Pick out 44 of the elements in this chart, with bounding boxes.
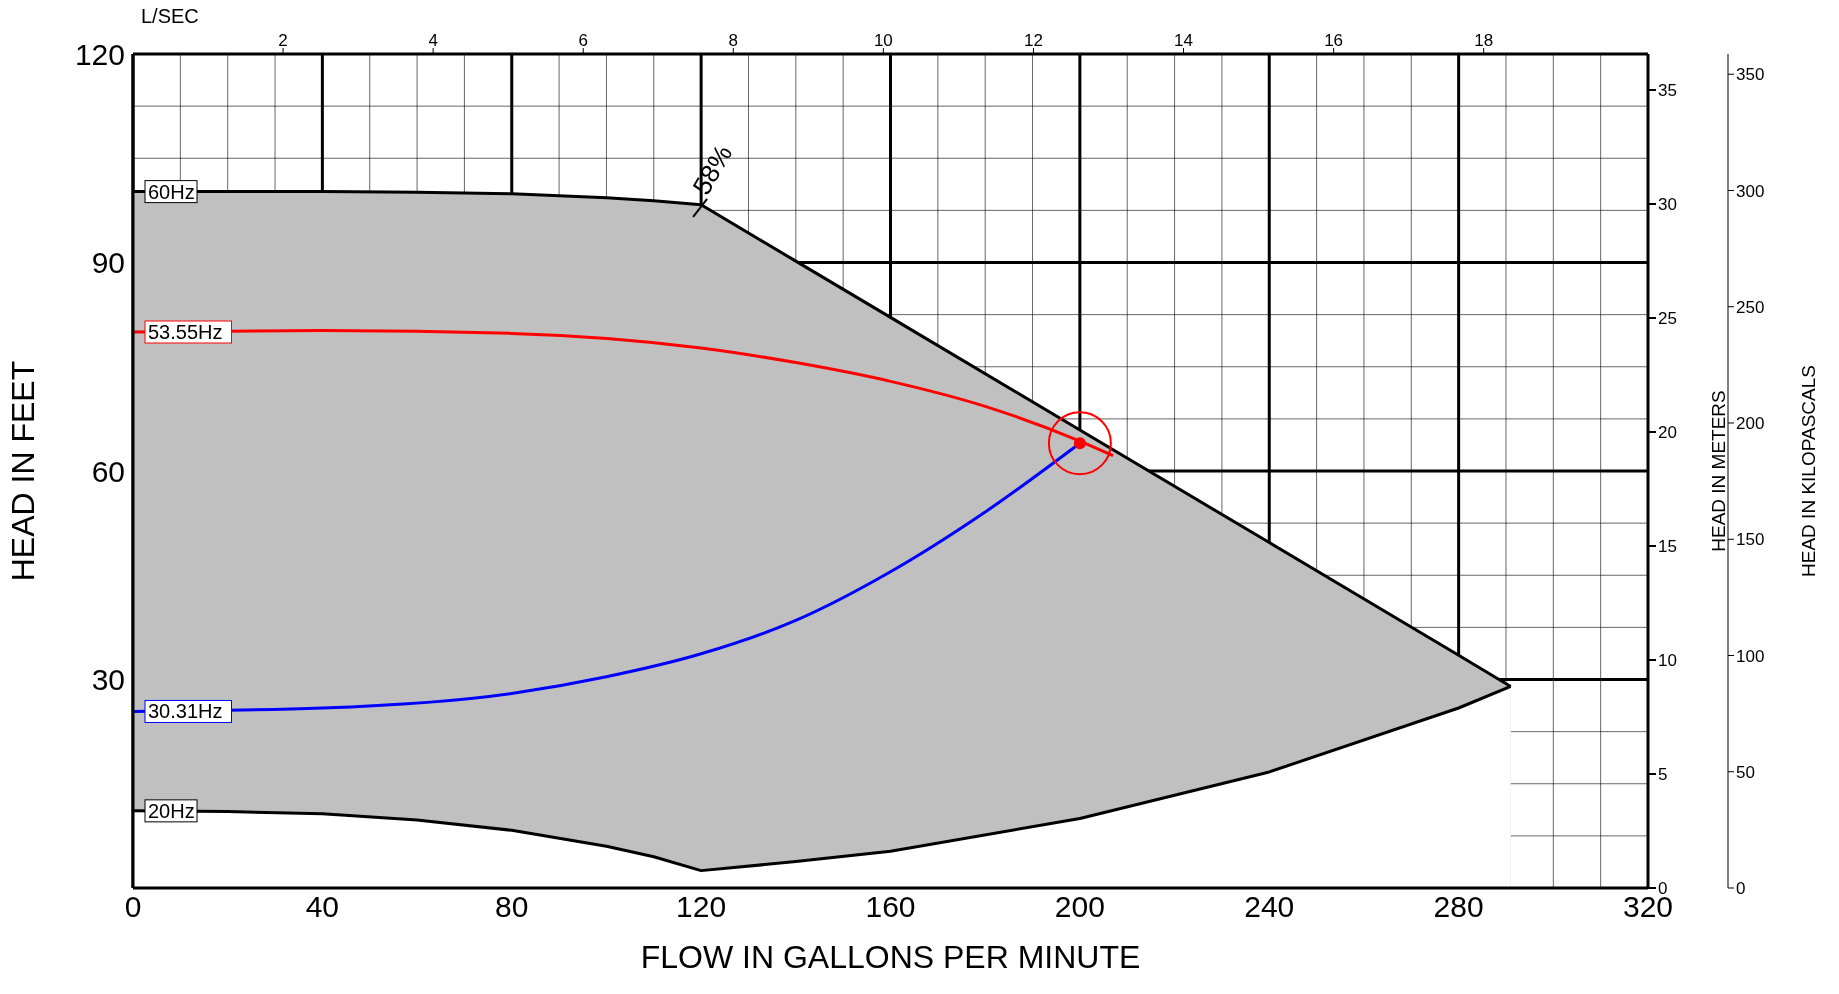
y2-axis-title: HEAD IN METERS	[1707, 390, 1729, 552]
x2-tick-label: 18	[1474, 31, 1494, 50]
y3-axis-title: HEAD IN KILOPASCALS	[1797, 365, 1819, 577]
x-tick-label: 200	[1054, 890, 1105, 924]
x2-tick-label: 8	[728, 31, 739, 50]
y-tick-label: 30	[91, 663, 125, 697]
x2-tick-label: 12	[1023, 31, 1043, 50]
y2-tick-label: 5	[1658, 765, 1668, 785]
x-tick-label: 80	[495, 890, 529, 924]
series-label: 60Hz	[148, 180, 195, 203]
x2-tick-label: 10	[873, 31, 893, 50]
y-tick-label: 90	[91, 246, 125, 280]
y2-tick-label: 30	[1658, 195, 1677, 215]
x2-tick-label: 4	[428, 31, 438, 50]
y3-tick-label: 300	[1736, 181, 1765, 201]
series-label: 30.31Hz	[148, 700, 223, 723]
y2-tick-label: 15	[1658, 537, 1677, 557]
y3-tick-label: 150	[1736, 530, 1765, 550]
y-tick-label: 120	[74, 37, 125, 71]
x2-axis-title: L/SEC	[141, 5, 199, 28]
x-tick-label: 280	[1433, 890, 1484, 924]
x2-tick-label: 14	[1174, 31, 1193, 50]
x-tick-label: 40	[305, 890, 340, 924]
x2-tick-label: 16	[1324, 31, 1344, 50]
x-tick-label: 160	[865, 890, 916, 924]
y-axis-title: HEAD IN FEET	[5, 360, 42, 582]
y2-tick-label: 35	[1658, 81, 1677, 101]
y2-tick-label: 10	[1658, 651, 1677, 671]
y2-tick-label: 25	[1658, 309, 1677, 329]
x2-tick-label: 6	[578, 31, 588, 50]
y3-tick-label: 350	[1736, 65, 1765, 85]
x-tick-label: 120	[676, 890, 727, 924]
x2-tick-label: 2	[278, 31, 288, 50]
y-tick-label: 60	[91, 454, 125, 488]
series-label: 20Hz	[148, 799, 195, 822]
y2-tick-label: 20	[1658, 423, 1677, 443]
x-axis-title: FLOW IN GALLONS PER MINUTE	[640, 939, 1141, 975]
x-tick-label: 240	[1244, 890, 1295, 924]
y3-tick-label: 50	[1736, 762, 1755, 782]
series-label: 53.55Hz	[148, 321, 223, 343]
y3-tick-label: 250	[1736, 297, 1765, 317]
x-tick-label: 0	[124, 890, 142, 924]
y3-tick-label: 200	[1736, 414, 1765, 434]
y3-tick-label: 100	[1736, 646, 1765, 666]
